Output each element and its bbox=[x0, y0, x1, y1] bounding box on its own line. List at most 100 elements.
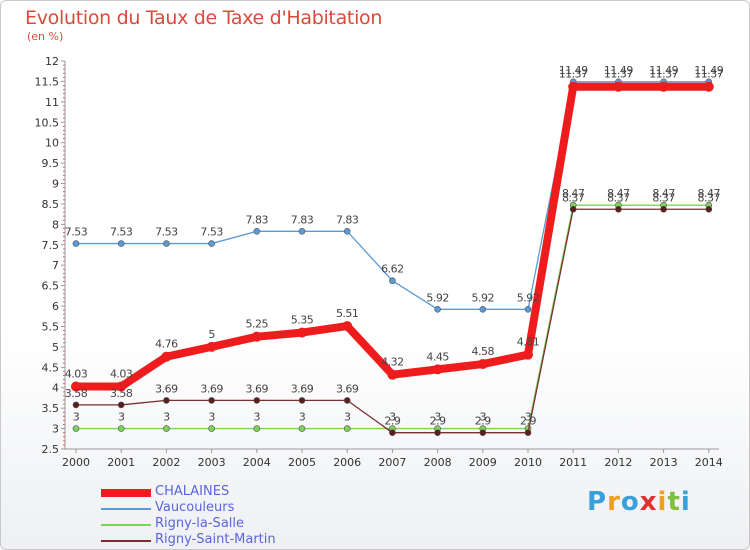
data-label-rigny-la-salle: 8.47 bbox=[652, 187, 675, 200]
data-label-rigny-saint-martin: 3.69 bbox=[246, 382, 269, 395]
x-tick-label: 2005 bbox=[288, 456, 316, 469]
x-tick-label: 2006 bbox=[333, 456, 361, 469]
data-label-chalaines: 4.32 bbox=[381, 356, 404, 369]
data-label-rigny-saint-martin: 8.37 bbox=[607, 191, 630, 204]
data-label-chalaines: 5.35 bbox=[291, 314, 314, 327]
data-point-vaucouleurs bbox=[389, 277, 396, 285]
data-label-rigny-saint-martin: 3.69 bbox=[336, 382, 359, 395]
data-label-chalaines: 4.03 bbox=[110, 368, 133, 381]
y-tick-label: 2.5 bbox=[42, 443, 60, 456]
legend-label-rigny-la-salle: Rigny-la-Salle bbox=[155, 516, 245, 531]
data-label-vaucouleurs: 11.49 bbox=[694, 64, 723, 77]
data-point-rigny-la-salle bbox=[343, 425, 351, 432]
data-point-rigny-la-salle bbox=[253, 425, 261, 432]
x-tick-label: 2013 bbox=[650, 456, 678, 469]
x-tick-label: 2012 bbox=[604, 456, 632, 469]
data-label-vaucouleurs: 7.53 bbox=[110, 226, 133, 239]
x-tick-label: 2011 bbox=[559, 456, 587, 469]
data-point-vaucouleurs bbox=[117, 240, 125, 247]
data-label-vaucouleurs: 11.49 bbox=[649, 64, 678, 77]
data-label-vaucouleurs: 11.49 bbox=[604, 64, 633, 77]
data-point-vaucouleurs bbox=[208, 240, 215, 247]
data-point-rigny-la-salle bbox=[208, 425, 215, 432]
data-label-rigny-saint-martin: 3.69 bbox=[291, 382, 314, 395]
data-label-chalaines: 11.37 bbox=[694, 68, 723, 81]
chart-subtitle: (en %) bbox=[27, 30, 64, 43]
data-point-rigny-saint-martin bbox=[479, 429, 487, 436]
y-tick-label: 3 bbox=[52, 423, 59, 436]
data-point-rigny-saint-martin bbox=[569, 205, 577, 213]
logo-letter: i bbox=[657, 487, 668, 517]
data-point-vaucouleurs bbox=[298, 228, 306, 235]
y-tick-label: 10.5 bbox=[35, 116, 60, 129]
data-label-chalaines: 5.25 bbox=[246, 318, 269, 331]
data-label-vaucouleurs: 5.92 bbox=[426, 291, 449, 304]
logo-letter: P bbox=[587, 487, 608, 517]
data-label-rigny-la-salle: 3 bbox=[525, 411, 532, 424]
logo-letter: o bbox=[620, 487, 640, 517]
legend-swatch-rigny-la-salle bbox=[101, 524, 151, 526]
data-point-rigny-la-salle bbox=[298, 425, 306, 432]
x-tick-label: 2014 bbox=[695, 456, 723, 469]
data-label-rigny-la-salle: 3 bbox=[118, 411, 125, 424]
data-point-vaucouleurs bbox=[253, 228, 261, 235]
y-tick-label: 10 bbox=[45, 137, 59, 150]
data-label-vaucouleurs: 5.92 bbox=[517, 291, 540, 304]
data-point-rigny-saint-martin bbox=[660, 205, 667, 213]
data-point-vaucouleurs bbox=[479, 306, 487, 313]
data-label-chalaines: 4.76 bbox=[155, 338, 178, 351]
legend-swatch-chalaines bbox=[101, 489, 151, 497]
data-label-vaucouleurs: 7.83 bbox=[291, 213, 314, 226]
y-tick-label: 8.5 bbox=[42, 198, 60, 211]
y-tick-label: 3.5 bbox=[42, 402, 60, 415]
data-label-chalaines: 4.45 bbox=[426, 350, 449, 363]
y-tick-label: 8 bbox=[52, 218, 59, 231]
y-tick-label: 12 bbox=[45, 55, 59, 68]
data-label-chalaines: 4.58 bbox=[472, 345, 495, 358]
data-point-chalaines bbox=[251, 331, 262, 342]
legend-label-chalaines: CHALAINES bbox=[155, 484, 230, 499]
data-point-rigny-saint-martin bbox=[298, 397, 306, 404]
data-point-chalaines bbox=[206, 341, 217, 352]
data-point-vaucouleurs bbox=[343, 228, 351, 235]
logo-letter: t bbox=[667, 487, 681, 517]
x-tick-label: 2009 bbox=[469, 456, 497, 469]
data-label-vaucouleurs: 7.53 bbox=[200, 226, 223, 239]
data-label-rigny-la-salle: 3 bbox=[163, 411, 170, 424]
data-label-rigny-la-salle: 8.47 bbox=[698, 187, 721, 200]
y-tick-label: 6 bbox=[52, 300, 59, 313]
data-label-chalaines: 11.37 bbox=[559, 68, 588, 81]
data-point-chalaines bbox=[297, 327, 307, 338]
data-point-rigny-la-salle bbox=[163, 425, 170, 432]
data-label-rigny-la-salle: 3 bbox=[208, 411, 215, 424]
data-point-rigny-saint-martin bbox=[117, 401, 125, 409]
data-label-chalaines: 11.37 bbox=[649, 68, 678, 81]
data-point-chalaines bbox=[161, 351, 172, 362]
data-point-vaucouleurs bbox=[163, 240, 170, 247]
data-point-chalaines bbox=[613, 81, 624, 92]
x-tick-label: 2008 bbox=[424, 456, 452, 469]
data-label-rigny-la-salle: 3 bbox=[254, 411, 261, 424]
data-label-rigny-saint-martin: 8.37 bbox=[562, 191, 585, 204]
proxiti-logo: Proxiti bbox=[587, 487, 691, 517]
y-tick-label: 11.5 bbox=[35, 75, 60, 88]
y-tick-label: 7 bbox=[52, 259, 59, 272]
y-tick-label: 7.5 bbox=[42, 239, 60, 252]
data-point-vaucouleurs bbox=[434, 306, 441, 313]
data-label-chalaines: 11.37 bbox=[604, 68, 633, 81]
data-point-chalaines bbox=[432, 364, 443, 375]
x-tick-label: 2004 bbox=[243, 456, 271, 469]
data-label-chalaines: 4.03 bbox=[65, 368, 88, 381]
x-tick-label: 2002 bbox=[152, 456, 180, 469]
data-point-chalaines bbox=[477, 359, 488, 370]
legend-swatch-vaucouleurs bbox=[101, 508, 151, 510]
data-label-rigny-la-salle: 8.47 bbox=[562, 187, 585, 200]
data-label-rigny-la-salle: 3 bbox=[480, 411, 487, 424]
data-point-chalaines bbox=[342, 321, 353, 332]
data-label-rigny-saint-martin: 8.37 bbox=[652, 191, 675, 204]
data-point-rigny-saint-martin bbox=[253, 397, 261, 404]
data-point-chalaines bbox=[71, 381, 81, 392]
data-point-rigny-saint-martin bbox=[72, 401, 80, 409]
data-label-rigny-saint-martin: 2.9 bbox=[384, 415, 400, 428]
data-label-rigny-saint-martin: 3.58 bbox=[65, 387, 88, 400]
